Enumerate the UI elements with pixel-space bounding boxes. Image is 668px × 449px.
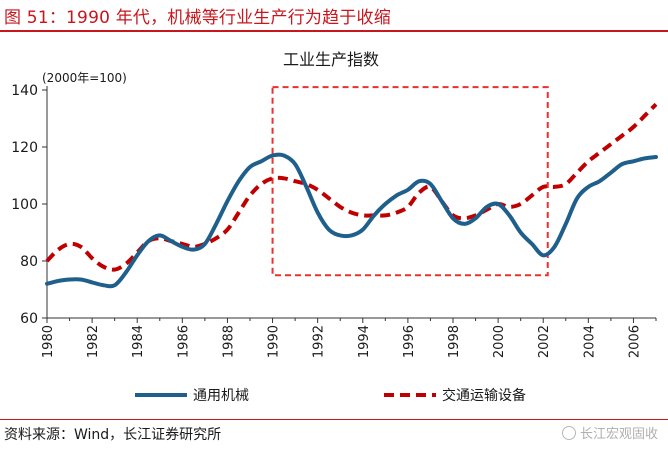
chart-title: 工业生产指数 xyxy=(283,50,379,69)
x-tick-label: 1982 xyxy=(86,325,101,358)
series-line-machinery xyxy=(45,152,658,289)
x-tick-label: 1986 xyxy=(176,325,191,358)
legend: 通用机械 交通运输设备 xyxy=(135,387,526,404)
y-tick-label: 140 xyxy=(11,83,38,99)
x-tick-label: 1980 xyxy=(41,325,56,358)
x-tick-label: 2004 xyxy=(582,325,597,358)
y-tick-label: 80 xyxy=(20,254,38,270)
series-line-transport xyxy=(45,102,658,272)
watermark: 长江宏观固收 xyxy=(561,423,658,442)
x-tick-label: 1984 xyxy=(131,325,146,358)
figure-title: 图 51：1990 年代，机械等行业生产行为趋于收缩 xyxy=(4,8,391,28)
x-tick-label: 2002 xyxy=(537,325,552,358)
watermark-text: 长江宏观固收 xyxy=(579,427,658,442)
axes: 60 80 100 120 140 1980 1982 1984 1986 1988 1990 199… xyxy=(11,83,657,358)
x-tick-label: 1990 xyxy=(267,325,282,358)
x-tick-label: 1992 xyxy=(312,325,327,358)
x-tick-label: 1998 xyxy=(447,325,462,358)
unit-note: (2000年=100) xyxy=(42,71,127,85)
x-tick-label: 2000 xyxy=(492,325,507,358)
highlight-box-group xyxy=(271,86,549,277)
y-tick-label: 120 xyxy=(11,140,38,156)
x-tick-label: 1988 xyxy=(221,325,236,358)
source-note: 资料来源：Wind，长江证券研究所 xyxy=(4,427,222,443)
series-lines xyxy=(45,102,658,289)
y-tick-label: 100 xyxy=(11,197,38,213)
x-tick-label: 1994 xyxy=(357,325,372,358)
y-tick-label: 60 xyxy=(20,311,38,327)
footer-divider xyxy=(0,419,668,420)
title-divider xyxy=(0,30,668,32)
highlight-box xyxy=(271,86,549,277)
legend-label-transport: 交通运输设备 xyxy=(442,387,526,404)
line-chart: 工业生产指数 (2000年=100) 60 80 100 120 140 1980 1982… xyxy=(11,50,658,404)
x-tick-label: 2006 xyxy=(627,325,642,358)
legend-label-machinery: 通用机械 xyxy=(193,388,249,404)
x-tick-label: 1996 xyxy=(402,325,417,358)
wechat-icon xyxy=(561,426,576,440)
